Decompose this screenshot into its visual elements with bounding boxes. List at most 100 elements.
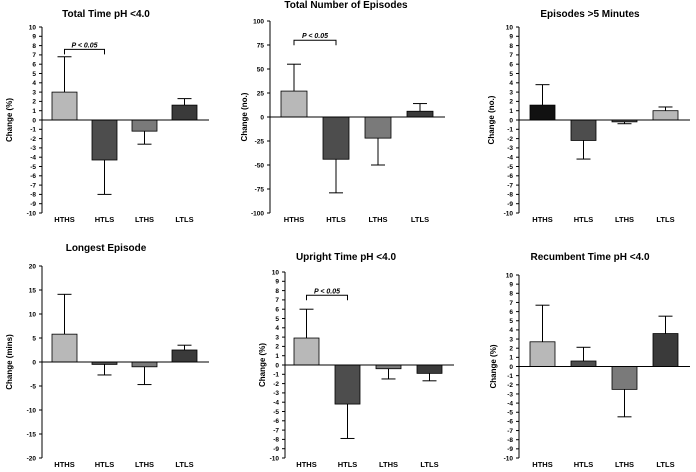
y-tick-label: -10 xyxy=(270,455,280,462)
chart-title: Longest Episode xyxy=(66,243,147,254)
bar-ltls xyxy=(416,364,443,374)
y-tick-label: 0 xyxy=(32,359,36,366)
y-tick-label: 50 xyxy=(257,66,265,73)
chart-title: Upright Time pH <4.0 xyxy=(296,252,397,263)
y-tick-label: 10 xyxy=(506,24,514,31)
y-tick-label: 2 xyxy=(509,346,513,353)
y-tick-label: 8 xyxy=(32,43,36,50)
chart-panel-4: Longest Episode Change (mins) -20 -15 -10 -5 0… xyxy=(5,243,209,469)
y-tick-label: 9 xyxy=(32,34,36,41)
y-tick-label: -100 xyxy=(251,210,264,217)
significance-label: P < 0.05 xyxy=(71,42,97,49)
y-tick-label: 6 xyxy=(509,309,513,316)
x-tick-label: HTLS xyxy=(574,460,594,469)
y-axis-label: Change (no.) xyxy=(487,95,496,144)
y-tick-label: 25 xyxy=(257,90,265,97)
bar-htls xyxy=(91,119,118,161)
bar-ltls xyxy=(652,333,679,367)
y-tick-label: 5 xyxy=(275,316,279,323)
y-tick-label: -1 xyxy=(30,127,36,134)
y-tick-label: -5 xyxy=(273,409,279,416)
chart-title: Total Time pH <4.0 xyxy=(62,9,150,20)
significance-bracket xyxy=(293,39,337,46)
bar-ltls xyxy=(652,110,679,121)
x-tick-label: LTHS xyxy=(368,215,387,224)
x-tick-label: LTLS xyxy=(420,460,438,469)
y-tick-label: -4 xyxy=(507,400,513,407)
x-tick-label: LTHS xyxy=(379,460,398,469)
chart-panel-2: Total Number of Episodes Change (no.) -100… xyxy=(240,0,445,224)
y-tick-label: -75 xyxy=(255,186,265,193)
y-tick-label: -3 xyxy=(273,390,279,397)
x-tick-label: LTLS xyxy=(175,215,193,224)
x-tick-label: LTLS xyxy=(411,215,429,224)
y-tick-label: 1 xyxy=(32,108,36,115)
y-tick-label: -6 xyxy=(507,173,513,180)
y-tick-label: 7 xyxy=(32,52,36,59)
significance-label: P < 0.05 xyxy=(314,288,340,295)
x-tick-label: HTHS xyxy=(54,215,74,224)
y-axis-label: Change (%) xyxy=(5,98,14,142)
y-tick-label: -9 xyxy=(273,446,279,453)
bar-hths xyxy=(51,333,78,363)
y-axis-label: Change (no.) xyxy=(240,92,249,141)
y-axis-label: Change (mins) xyxy=(5,334,14,390)
significance-label: P < 0.05 xyxy=(302,33,328,40)
x-tick-label: HTHS xyxy=(532,215,552,224)
y-tick-label: 9 xyxy=(509,281,513,288)
y-tick-label: -2 xyxy=(507,136,513,143)
y-tick-label: -8 xyxy=(273,437,279,444)
bar-htls xyxy=(570,119,597,141)
bar-lths xyxy=(131,361,158,368)
y-tick-label: 0 xyxy=(32,117,36,124)
y-tick-label: -5 xyxy=(30,383,36,390)
y-tick-label: 3 xyxy=(509,89,513,96)
y-tick-label: 75 xyxy=(257,42,265,49)
y-tick-label: 5 xyxy=(509,71,513,78)
x-tick-label: HTLS xyxy=(95,215,115,224)
bar-hths xyxy=(280,90,308,118)
y-tick-label: 6 xyxy=(509,62,513,69)
bar-htls xyxy=(334,364,361,405)
y-tick-label: -50 xyxy=(255,162,265,169)
y-tick-label: 7 xyxy=(275,297,279,304)
x-tick-label: HTLS xyxy=(95,460,115,469)
y-tick-label: -1 xyxy=(507,127,513,134)
y-tick-label: 3 xyxy=(275,334,279,341)
y-tick-label: -8 xyxy=(507,437,513,444)
y-tick-label: -7 xyxy=(507,182,513,189)
y-tick-label: 5 xyxy=(509,318,513,325)
x-tick-label: HTHS xyxy=(284,215,304,224)
bar-hths xyxy=(529,104,556,121)
x-tick-label: LTHS xyxy=(135,460,154,469)
chart-title: Episodes >5 Minutes xyxy=(540,9,640,20)
y-tick-label: 4 xyxy=(32,80,36,87)
x-tick-label: LTHS xyxy=(615,460,634,469)
y-tick-label: 7 xyxy=(509,52,513,59)
y-tick-label: 0 xyxy=(509,364,513,371)
y-tick-label: -25 xyxy=(255,138,265,145)
y-tick-label: 2 xyxy=(32,99,36,106)
y-tick-label: -20 xyxy=(27,455,37,462)
y-tick-label: 2 xyxy=(509,99,513,106)
y-tick-label: -10 xyxy=(504,455,514,462)
bar-lths xyxy=(364,116,392,139)
bar-hths xyxy=(529,341,556,367)
y-tick-label: -5 xyxy=(30,164,36,171)
y-tick-label: -6 xyxy=(273,418,279,425)
y-tick-label: 5 xyxy=(32,71,36,78)
y-tick-label: -5 xyxy=(507,164,513,171)
y-tick-label: -7 xyxy=(273,427,279,434)
y-tick-label: -4 xyxy=(30,155,36,162)
y-tick-label: -2 xyxy=(30,136,36,143)
bar-lths xyxy=(375,364,402,370)
y-tick-label: -10 xyxy=(27,407,37,414)
y-tick-label: 8 xyxy=(509,291,513,298)
x-tick-label: HTLS xyxy=(338,460,358,469)
y-tick-label: -10 xyxy=(504,210,514,217)
y-tick-label: 4 xyxy=(509,80,513,87)
y-tick-label: -3 xyxy=(507,391,513,398)
y-axis-label: Change (%) xyxy=(489,344,498,388)
y-tick-label: 15 xyxy=(29,287,37,294)
